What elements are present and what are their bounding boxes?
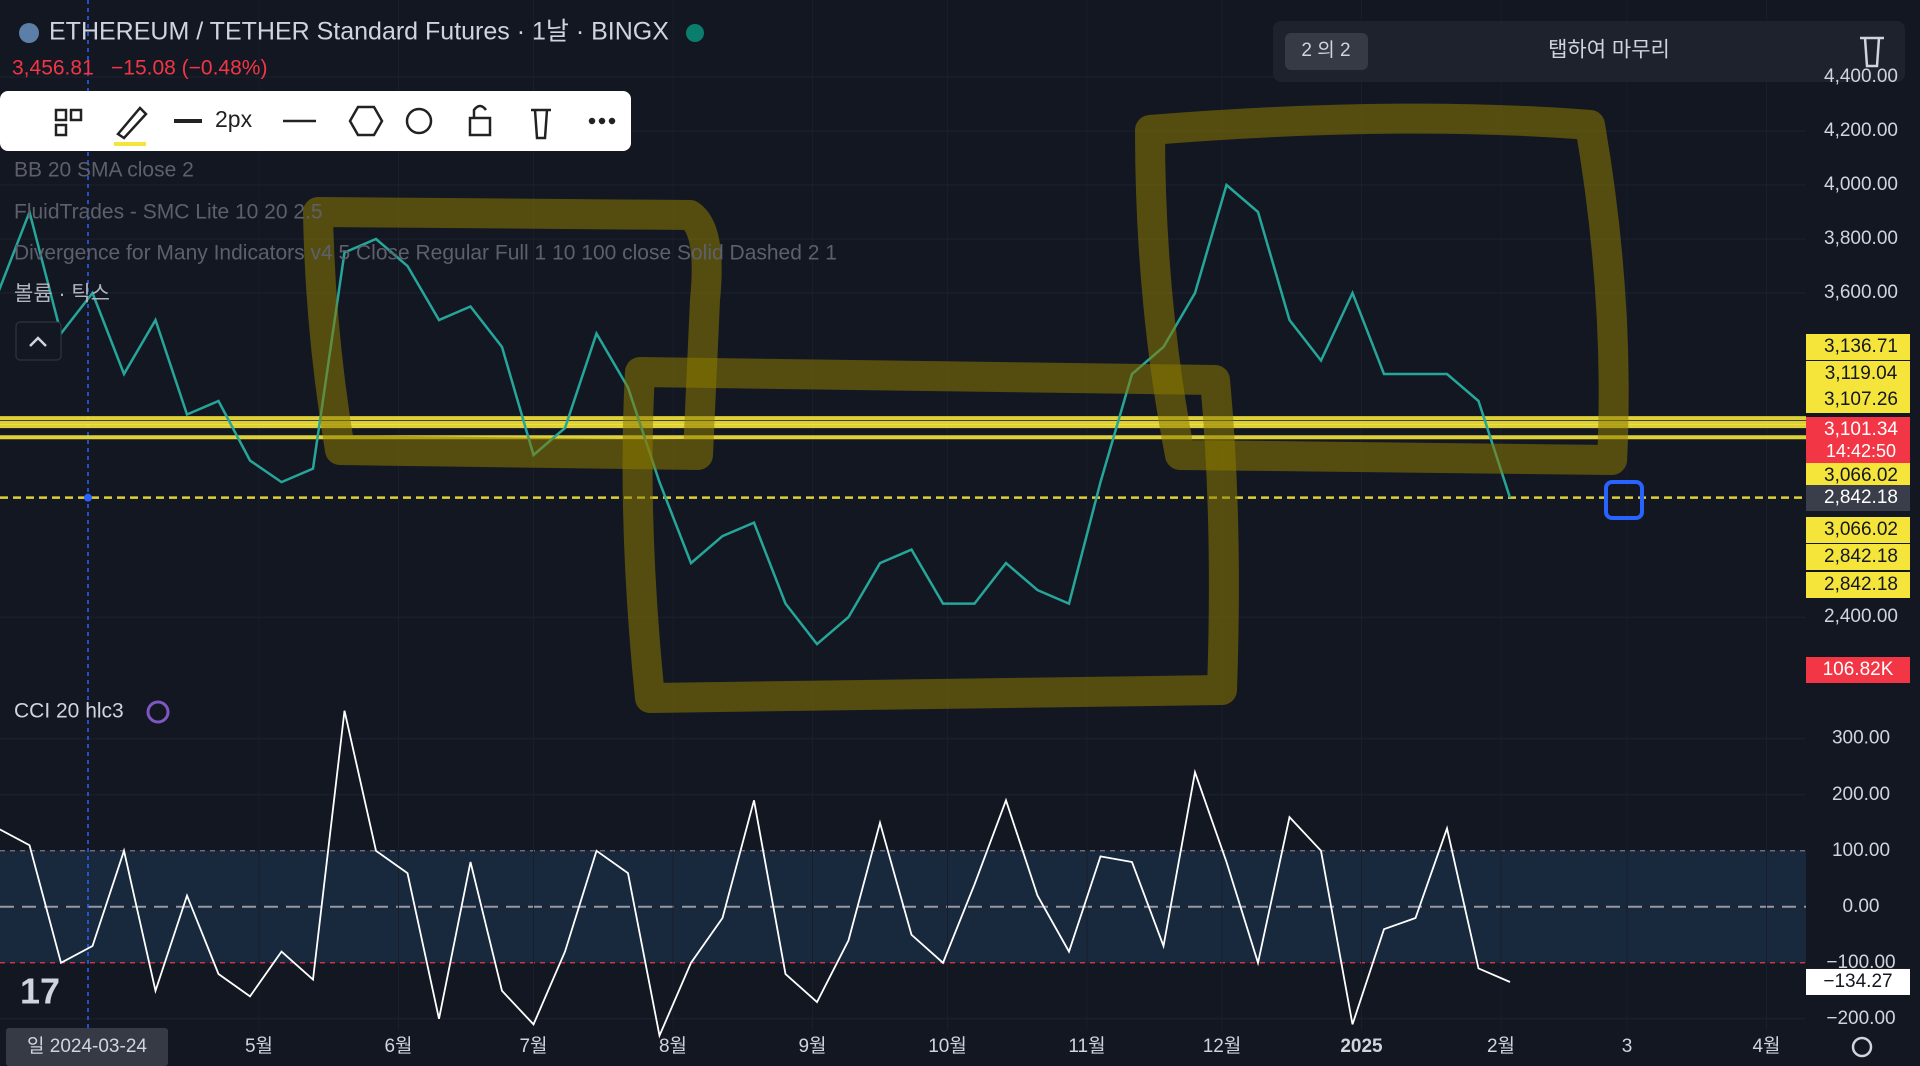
symbol-title[interactable]: ETHEREUM / TETHER Standard Futures · 1날 … <box>49 18 669 46</box>
price-label-bg <box>1806 334 1910 360</box>
price-label: 2,842.18 <box>1824 546 1898 567</box>
icon-lock[interactable] <box>468 116 492 137</box>
drawing-box <box>1135 103 1629 475</box>
anchor-point <box>84 493 92 502</box>
y-tick-label: 4,000.00 <box>1824 174 1898 195</box>
collapse-icon <box>29 336 47 347</box>
x-tick-label: 3 <box>1622 1036 1633 1057</box>
indicator-label[interactable]: Divergence for Many Indicators v4 5 Clos… <box>14 242 837 265</box>
price-label: 3,136.71 <box>1824 336 1898 357</box>
price-label-bg <box>1806 387 1910 413</box>
price-label-bg <box>1806 517 1910 543</box>
y-tick-label: 4,200.00 <box>1824 120 1898 141</box>
x-tick-label: 12월 <box>1203 1035 1242 1057</box>
icon-pencil[interactable] <box>116 106 148 140</box>
trash-icon[interactable] <box>1860 36 1884 68</box>
y-tick-label: 200.00 <box>1832 784 1890 805</box>
countdown-label: 14:42:50 <box>1826 441 1896 461</box>
cci-value-label: −134.27 <box>1823 971 1892 992</box>
price-label-bg <box>1806 572 1910 598</box>
price-label-bg <box>1806 361 1910 387</box>
price-change: −15.08 (−0.48%) <box>111 57 267 80</box>
indicator-label[interactable]: FluidTrades - SMC Lite 10 20 2.5 <box>14 201 323 224</box>
price-label-bg <box>1806 417 1910 467</box>
icon-more[interactable] <box>588 117 596 125</box>
crosshair-label: 일 2024-03-24 <box>27 1035 147 1057</box>
icon-grid <box>69 108 83 122</box>
notification[interactable] <box>1273 21 1905 82</box>
icon-grid <box>54 123 68 137</box>
x-tick-label: 2025 <box>1340 1036 1383 1057</box>
x-tick-label: 5월 <box>245 1035 273 1057</box>
y-tick-label: 3,600.00 <box>1824 282 1898 303</box>
y-tick-label: 0.00 <box>1843 896 1880 917</box>
last-price: 3,456.81 <box>12 57 94 80</box>
counter: 2 의 2 <box>1301 39 1350 61</box>
icon-settings[interactable] <box>348 105 384 137</box>
drawing-box <box>303 197 722 470</box>
cci-line <box>0 710 1511 1039</box>
toolbar-icons <box>54 104 616 146</box>
finish-action[interactable]: 탭하여 마무리 <box>1548 39 1670 62</box>
cci-value-bg <box>1806 968 1910 995</box>
settings-icon[interactable] <box>1851 1036 1873 1058</box>
icon-lock <box>472 104 487 118</box>
volume-label-bg <box>1806 657 1910 683</box>
x-tick-label: 2월 <box>1487 1035 1515 1057</box>
price-label: 3,107.26 <box>1824 389 1898 410</box>
icon-alert[interactable] <box>405 107 433 135</box>
y-tick-label: 3,800.00 <box>1824 228 1898 249</box>
logo: 17 <box>20 971 60 1012</box>
icon-more <box>598 117 606 125</box>
y-tick-label: 300.00 <box>1832 728 1890 749</box>
y-tick-label: 2,400.00 <box>1824 606 1898 627</box>
price-label-bg <box>1806 544 1910 570</box>
collapse-button[interactable] <box>15 321 62 361</box>
icon-more <box>608 117 616 125</box>
crosshair-label-bg <box>6 1028 168 1066</box>
price-label: 3,101.34 <box>1824 419 1898 440</box>
x-tick-label: 10월 <box>928 1035 967 1057</box>
indicator-label[interactable]: 볼륨 · 틱스 <box>14 283 110 306</box>
y-tick-label: −100.00 <box>1826 952 1895 973</box>
icon-delete[interactable] <box>531 108 551 140</box>
indicator-label[interactable]: BB 20 SMA close 2 <box>14 159 194 182</box>
line-width-label[interactable]: 2px <box>215 106 253 132</box>
price-label: 3,119.04 <box>1825 363 1898 384</box>
counter-badge <box>1285 33 1368 70</box>
y-tick-label: 100.00 <box>1832 840 1890 861</box>
price-label: 2,842.18 <box>1824 574 1898 595</box>
x-tick-label: 8월 <box>659 1035 687 1057</box>
symbol-icon <box>19 23 39 43</box>
price-label: 3,066.02 <box>1824 519 1898 540</box>
loading-icon <box>146 700 170 724</box>
x-tick-label: 9월 <box>798 1035 826 1057</box>
price-label-bg <box>1806 463 1910 489</box>
y-tick-label: 4,400.00 <box>1824 66 1898 87</box>
x-tick-label: 4월 <box>1752 1035 1780 1057</box>
price-label: 3,066.02 <box>1824 465 1898 486</box>
price-label: 2,842.18 <box>1824 487 1898 508</box>
price-line <box>0 182 1512 646</box>
highlighter-drawings <box>303 103 1629 713</box>
x-tick-label: 6월 <box>384 1035 412 1057</box>
x-tick-label: 7월 <box>519 1035 547 1057</box>
status-dot <box>686 24 704 42</box>
x-tick-label: 11월 <box>1068 1035 1105 1057</box>
volume-label: 106.82K <box>1823 659 1894 680</box>
y-tick-label: −200.00 <box>1826 1008 1895 1029</box>
price-label-bg <box>1806 485 1910 511</box>
icon-grid[interactable] <box>54 108 68 122</box>
selection-handle[interactable] <box>1604 480 1644 520</box>
indicator-label[interactable]: CCI 20 hlc3 <box>14 700 124 723</box>
